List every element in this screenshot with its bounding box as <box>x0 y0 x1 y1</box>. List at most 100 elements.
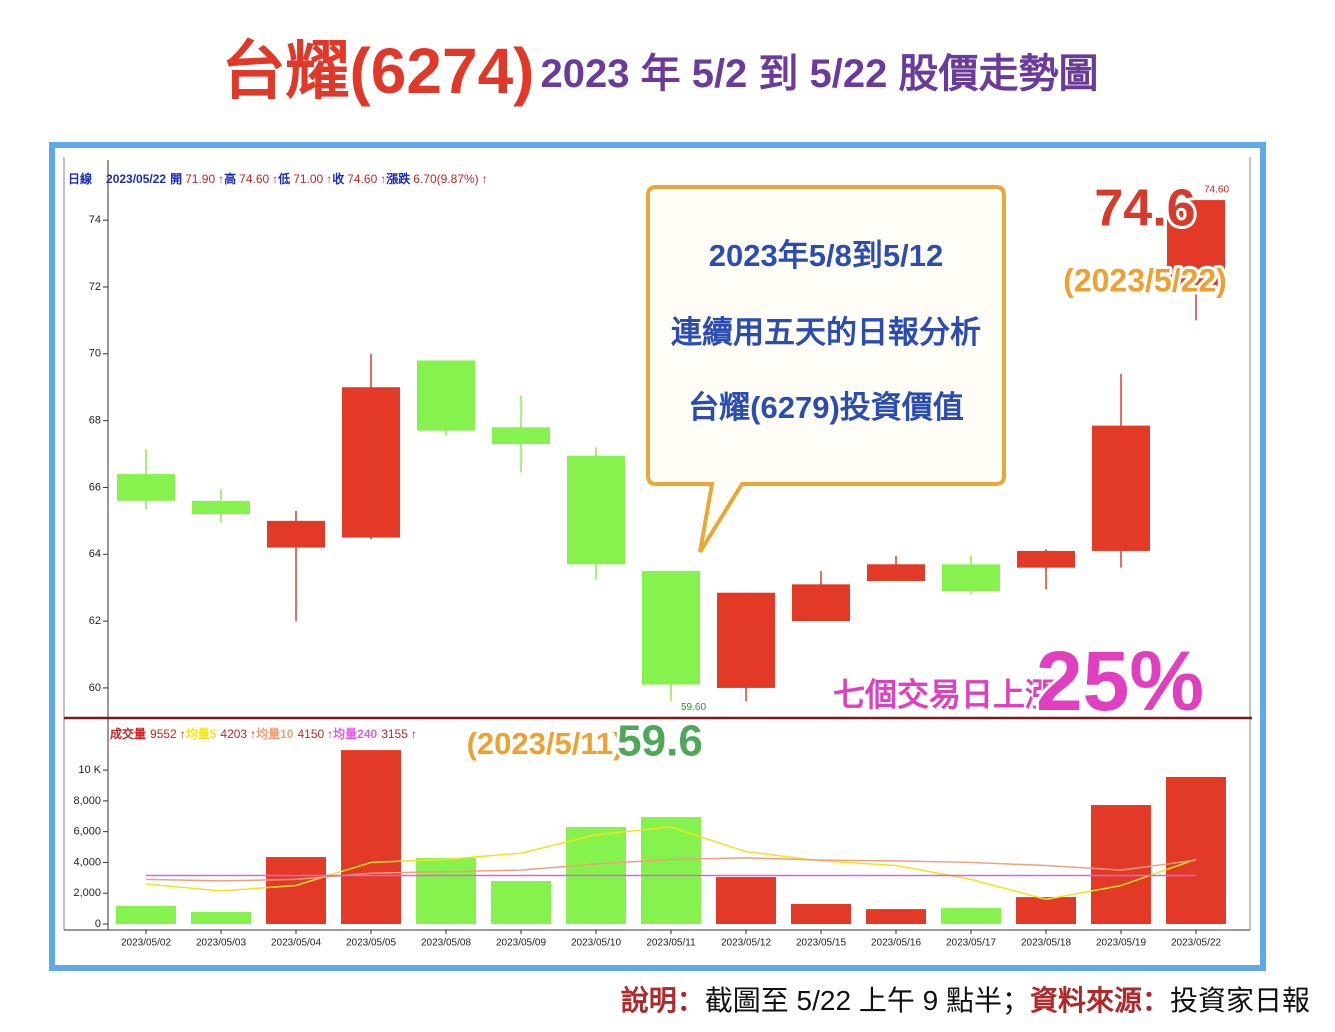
header-arrow: ↑ <box>218 172 224 186</box>
volume-bar <box>341 750 401 924</box>
volume-bar <box>641 817 701 924</box>
candle-body <box>867 564 925 582</box>
y-tick-label: 64 <box>89 548 101 560</box>
header-value: 71.00 <box>293 172 323 186</box>
title-sub: 2023 年 5/2 到 5/22 股價走勢圖 <box>540 52 1098 96</box>
y-tick-label: 2,000 <box>73 887 101 899</box>
header-arrow: ↑ <box>411 727 417 741</box>
y-tick-label: 62 <box>89 615 101 627</box>
y-tick-label: 72 <box>89 281 101 293</box>
header-arrow: ↑ <box>326 172 332 186</box>
x-tick-label: 2023/05/04 <box>271 938 321 949</box>
rise-text: 七個交易日上漲 <box>833 676 1057 712</box>
candle-body <box>342 387 400 538</box>
callout-text: 連續用五天的日報分析 <box>671 315 981 350</box>
y-tick-label: 4,000 <box>73 856 101 868</box>
callout-text: 台耀(6279)投資價值 <box>688 390 964 425</box>
footer-text: 投資家日報 <box>1170 985 1310 1016</box>
header-arrow: ↑ <box>272 172 278 186</box>
header-value: 71.90 <box>185 172 215 186</box>
header-label: 漲跌 <box>386 171 411 186</box>
header-label: 開 <box>170 172 182 186</box>
min-label: 59.60 <box>681 702 706 713</box>
header-label: 均量5 <box>186 726 217 741</box>
volume-header: 成交量 9552 ↑均量5 4203 ↑均量10 4150 ↑均量240 3155 ↑ <box>110 726 417 741</box>
volume-bar <box>941 907 1001 924</box>
header-value: 4150 <box>297 727 324 741</box>
candle-body <box>942 564 1000 592</box>
footer-text: 截圖至 5/22 上午 9 點半； <box>705 985 1030 1016</box>
average-line <box>145 857 1197 882</box>
volume-bar <box>866 909 926 924</box>
header-label: 成交量 <box>110 726 146 741</box>
candle-body <box>792 584 850 622</box>
candle-body <box>1167 200 1225 291</box>
y-tick-label: 70 <box>89 348 101 360</box>
low-annotation: 59.6 <box>617 717 703 766</box>
date-annotation: (2023/5/22) <box>1063 262 1227 298</box>
date-annotation: (2023/5/11) <box>467 726 624 761</box>
x-tick-label: 2023/05/12 <box>721 938 771 949</box>
header-value: 74.60 <box>239 172 269 186</box>
header-arrow: ↑ <box>380 172 386 186</box>
header-label: 均量240 <box>333 726 377 741</box>
header-label: 收 <box>332 171 344 186</box>
x-tick-label: 2023/05/08 <box>421 938 471 949</box>
y-tick-label: 0 <box>95 918 101 930</box>
y-tick-label: 6,000 <box>73 826 101 838</box>
candle-body <box>567 455 625 565</box>
x-tick-label: 2023/05/16 <box>871 938 921 949</box>
volume-bar <box>716 877 776 924</box>
plot: 60 62 64 66 68 70 72 74 74.60 59.60 0 2,000 4,000 6,0… <box>68 171 1229 948</box>
header-arrow: ↑ <box>327 727 333 741</box>
y-tick-label: 68 <box>89 415 101 427</box>
callout-text: 2023年5/8到5/12 <box>709 238 943 273</box>
volume-bar <box>191 911 251 924</box>
header-label: 高 <box>224 171 236 186</box>
candle-body <box>417 360 475 431</box>
footer-label: 資料來源： <box>1030 985 1170 1016</box>
x-tick-label: 2023/05/10 <box>571 938 621 949</box>
max-label: 74.60 <box>1204 185 1229 196</box>
volume-bar <box>1166 776 1226 924</box>
header-value: 9552 <box>150 727 177 741</box>
candle-body <box>1092 425 1150 551</box>
y-tick-label: 66 <box>89 481 101 493</box>
candle-body <box>642 570 700 685</box>
y-tick-label: 60 <box>89 682 101 694</box>
x-tick-label: 2023/05/02 <box>121 938 171 949</box>
candle-body <box>192 500 250 515</box>
title-main: 台耀(6274) <box>221 35 534 107</box>
close-annotation: 74.6 <box>1094 180 1195 238</box>
volume-bar <box>791 903 851 924</box>
callout-box <box>646 185 1006 554</box>
candle-body <box>492 427 550 445</box>
title: 台耀(6274) 2023 年 5/2 到 5/22 股價走勢圖 <box>221 35 1098 107</box>
volume-bar <box>266 857 326 924</box>
candle-body <box>117 474 175 501</box>
callout: 2023年5/8到5/12 連續用五天的日報分析 台耀(6279)投資價值 <box>646 185 1006 554</box>
volume-bar <box>1091 805 1151 924</box>
y-tick-label: 8,000 <box>73 795 101 807</box>
candle-body <box>717 592 775 688</box>
header-label: 低 <box>277 171 290 186</box>
x-tick-label: 2023/05/15 <box>796 938 846 949</box>
y-tick-label: 10 K <box>78 764 101 776</box>
header-date: 2023/05/22 <box>106 172 166 186</box>
candle-body <box>1017 550 1075 568</box>
volume-bar <box>116 905 176 924</box>
rise-percent: 25% <box>1036 634 1204 728</box>
header-value: 6.70(9.87%) <box>413 172 478 186</box>
footer-label: 說明： <box>621 984 705 1016</box>
volume-bar <box>416 857 476 924</box>
header-arrow: ↑ <box>482 172 488 186</box>
x-tick-label: 2023/05/19 <box>1096 938 1146 949</box>
header-label: 均量10 <box>256 726 294 741</box>
candle-body <box>267 520 325 548</box>
footer: 說明：截圖至 5/22 上午 9 點半；資料來源：投資家日報 <box>621 984 1310 1016</box>
x-tick-label: 2023/05/17 <box>946 938 996 949</box>
x-tick-label: 2023/05/03 <box>196 938 246 949</box>
x-tick-label: 2023/05/18 <box>1021 938 1071 949</box>
volume-bar <box>491 881 551 924</box>
